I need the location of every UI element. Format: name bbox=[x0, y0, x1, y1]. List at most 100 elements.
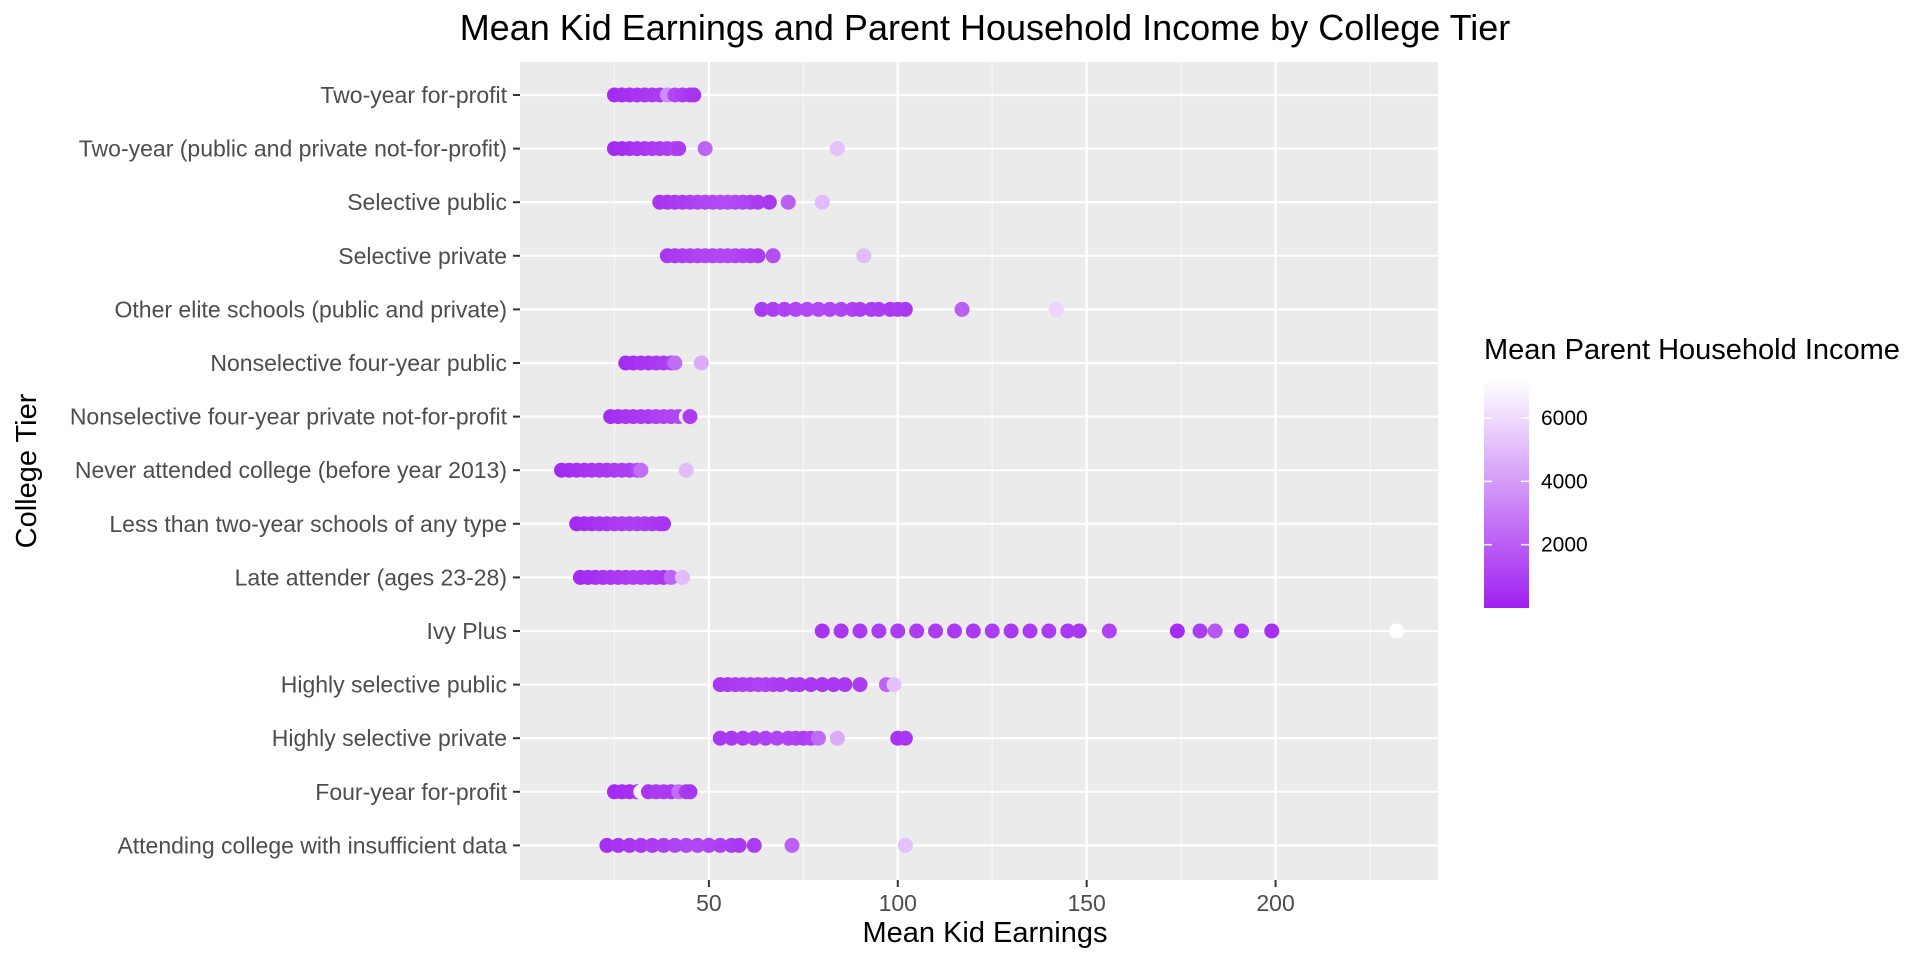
data-point bbox=[897, 730, 913, 746]
data-point bbox=[799, 301, 815, 317]
data-point bbox=[856, 248, 872, 264]
data-point bbox=[1048, 301, 1064, 317]
x-axis-title: Mean Kid Earnings bbox=[862, 917, 1107, 949]
data-point bbox=[886, 677, 902, 693]
legend-tick-label: 6000 bbox=[1541, 407, 1588, 430]
data-point bbox=[780, 194, 796, 210]
data-point bbox=[667, 837, 683, 853]
data-point bbox=[758, 730, 774, 746]
data-point bbox=[814, 194, 830, 210]
data-point bbox=[678, 837, 694, 853]
data-point bbox=[1169, 623, 1185, 639]
data-point bbox=[754, 301, 770, 317]
data-point bbox=[909, 623, 925, 639]
data-point bbox=[810, 730, 826, 746]
legend-title: Mean Parent Household Income bbox=[1484, 334, 1900, 366]
data-point bbox=[746, 730, 762, 746]
data-point bbox=[822, 301, 838, 317]
data-point bbox=[622, 837, 638, 853]
data-point bbox=[682, 409, 698, 425]
data-point bbox=[667, 355, 683, 371]
legend-colorbar bbox=[1484, 380, 1529, 608]
data-point bbox=[829, 141, 845, 157]
data-point bbox=[750, 194, 766, 210]
data-point bbox=[746, 837, 762, 853]
data-point bbox=[671, 141, 687, 157]
data-point bbox=[750, 248, 766, 264]
data-point bbox=[810, 301, 826, 317]
data-point bbox=[852, 623, 868, 639]
data-point bbox=[633, 837, 649, 853]
data-point bbox=[1388, 623, 1404, 639]
data-point bbox=[871, 623, 887, 639]
data-point bbox=[928, 623, 944, 639]
gridlines bbox=[520, 62, 1438, 880]
legend-tick-label: 4000 bbox=[1541, 470, 1588, 493]
y-tick-label: Four-year for-profit bbox=[315, 779, 507, 805]
y-tick-label: Selective public bbox=[347, 189, 507, 215]
y-axis-title: College Tier bbox=[11, 393, 43, 548]
data-point bbox=[826, 677, 842, 693]
data-point bbox=[837, 677, 853, 693]
legend-ticks: 2000 4000 6000 bbox=[1484, 407, 1588, 557]
data-point bbox=[682, 784, 698, 800]
y-tick-label: Never attended college (before year 2013… bbox=[75, 457, 507, 483]
data-point bbox=[1264, 623, 1280, 639]
data-point bbox=[765, 301, 781, 317]
data-point bbox=[712, 730, 728, 746]
y-tick-label: Highly selective private bbox=[272, 725, 507, 751]
y-tick-label: Attending college with insufficient data bbox=[117, 832, 507, 858]
data-point bbox=[852, 677, 868, 693]
data-point bbox=[1041, 623, 1057, 639]
data-point bbox=[690, 837, 706, 853]
y-tick-label: Less than two-year schools of any type bbox=[109, 511, 507, 537]
color-legend: Mean Parent Household Income 2000 4000 600… bbox=[1484, 334, 1900, 608]
data-point bbox=[1060, 623, 1076, 639]
data-point bbox=[1192, 623, 1208, 639]
data-point bbox=[1071, 623, 1087, 639]
y-tick-label: Nonselective four-year private not-for-p… bbox=[70, 404, 508, 430]
x-tick-label: 50 bbox=[696, 890, 722, 916]
data-point bbox=[773, 677, 789, 693]
data-point bbox=[693, 355, 709, 371]
data-point bbox=[663, 569, 679, 585]
x-tick-label: 200 bbox=[1256, 890, 1294, 916]
data-point bbox=[610, 837, 626, 853]
data-point bbox=[697, 141, 713, 157]
data-point bbox=[761, 194, 777, 210]
x-tick-label: 100 bbox=[879, 890, 917, 916]
legend-tick-label: 2000 bbox=[1541, 534, 1588, 557]
data-point bbox=[644, 837, 660, 853]
data-point bbox=[897, 301, 913, 317]
data-point bbox=[803, 677, 819, 693]
data-point bbox=[965, 623, 981, 639]
data-point bbox=[792, 677, 808, 693]
data-point bbox=[674, 569, 690, 585]
data-point bbox=[599, 837, 615, 853]
data-point bbox=[814, 677, 830, 693]
y-tick-label: Two-year for-profit bbox=[320, 82, 507, 108]
y-tick-label: Two-year (public and private not-for-pro… bbox=[79, 136, 507, 162]
y-tick-label: Late attender (ages 23-28) bbox=[235, 564, 507, 590]
data-point bbox=[731, 837, 747, 853]
x-axis: 50 100 150 200 bbox=[696, 880, 1295, 916]
data-point bbox=[712, 837, 728, 853]
y-axis: Two-year for-profit Two-year (public and … bbox=[70, 82, 520, 858]
y-tick-label: Highly selective public bbox=[281, 672, 507, 698]
data-point bbox=[814, 623, 830, 639]
data-point bbox=[984, 623, 1000, 639]
data-point bbox=[954, 301, 970, 317]
data-point bbox=[701, 837, 717, 853]
data-point bbox=[1022, 623, 1038, 639]
data-point bbox=[633, 462, 649, 478]
data-point bbox=[897, 837, 913, 853]
data-point bbox=[871, 301, 887, 317]
data-point bbox=[788, 301, 804, 317]
data-point bbox=[656, 837, 672, 853]
data-point bbox=[1234, 623, 1250, 639]
data-point bbox=[678, 462, 694, 478]
data-point bbox=[833, 623, 849, 639]
data-point bbox=[833, 301, 849, 317]
data-point bbox=[852, 301, 868, 317]
